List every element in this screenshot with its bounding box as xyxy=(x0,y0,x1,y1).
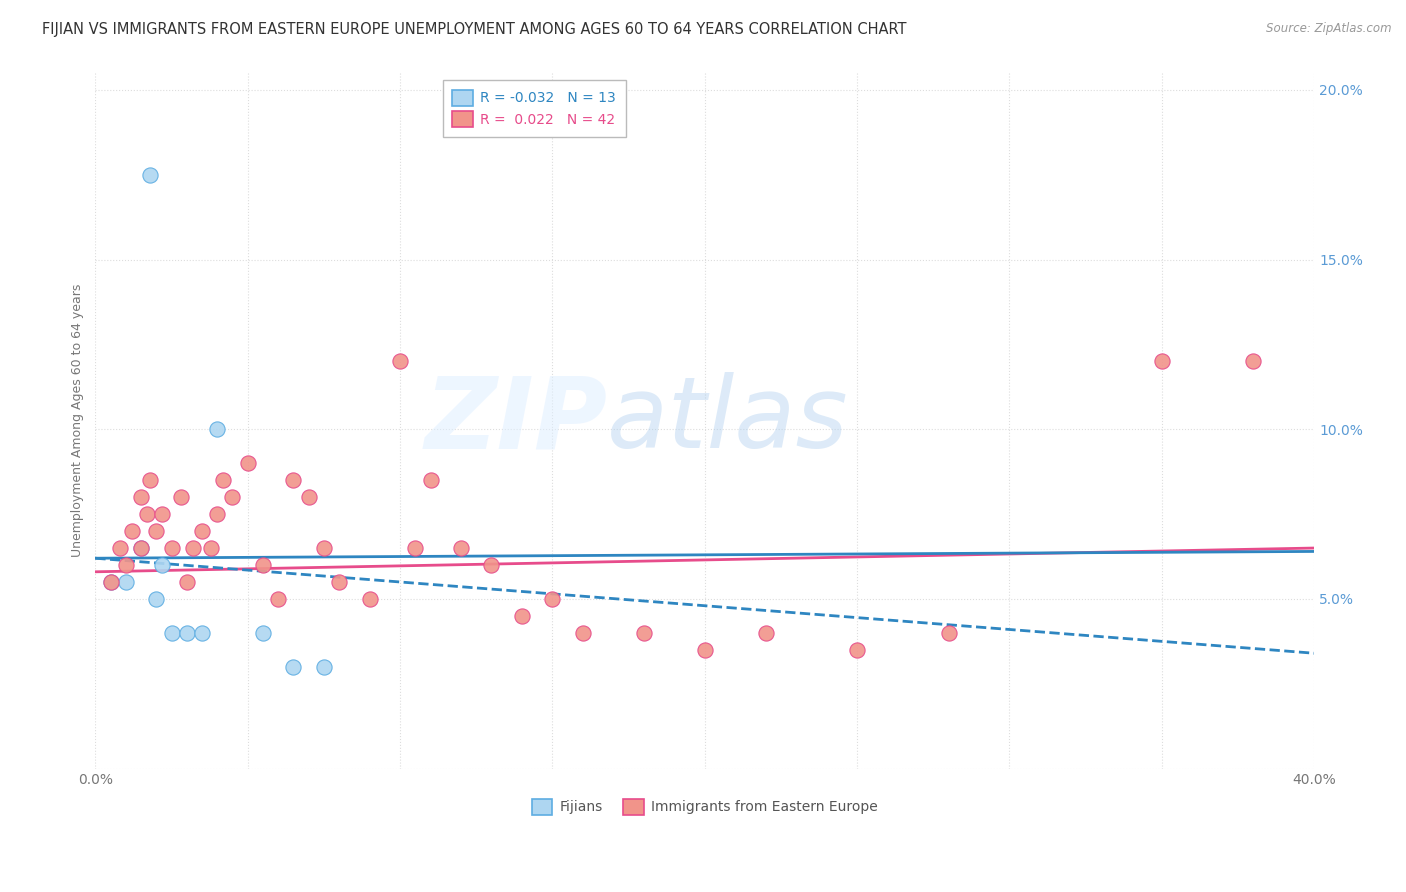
Point xyxy=(129,541,152,555)
Point xyxy=(181,541,204,555)
Point xyxy=(100,574,122,589)
Point xyxy=(938,626,960,640)
Legend: Fijians, Immigrants from Eastern Europe: Fijians, Immigrants from Eastern Europe xyxy=(522,789,887,824)
Point xyxy=(136,507,159,521)
Point xyxy=(176,574,198,589)
Point xyxy=(236,456,259,470)
Point xyxy=(221,490,243,504)
Point xyxy=(139,168,162,182)
Point xyxy=(114,574,136,589)
Point xyxy=(1241,354,1264,368)
Point xyxy=(755,626,778,640)
Point xyxy=(191,626,214,640)
Point xyxy=(129,490,152,504)
Point xyxy=(160,626,183,640)
Point xyxy=(481,558,503,572)
Point xyxy=(207,507,229,521)
Point xyxy=(419,473,441,487)
Y-axis label: Unemployment Among Ages 60 to 64 years: Unemployment Among Ages 60 to 64 years xyxy=(72,285,84,558)
Text: FIJIAN VS IMMIGRANTS FROM EASTERN EUROPE UNEMPLOYMENT AMONG AGES 60 TO 64 YEARS : FIJIAN VS IMMIGRANTS FROM EASTERN EUROPE… xyxy=(42,22,907,37)
Point xyxy=(510,608,533,623)
Point xyxy=(145,524,167,538)
Point xyxy=(100,574,122,589)
Point xyxy=(283,660,305,674)
Point xyxy=(693,643,716,657)
Point xyxy=(389,354,412,368)
Point xyxy=(160,541,183,555)
Point xyxy=(139,473,162,487)
Point xyxy=(145,591,167,606)
Point xyxy=(252,626,274,640)
Point xyxy=(150,558,173,572)
Point xyxy=(450,541,472,555)
Point xyxy=(207,422,229,436)
Point xyxy=(252,558,274,572)
Text: ZIP: ZIP xyxy=(425,372,607,469)
Point xyxy=(121,524,143,538)
Point xyxy=(846,643,869,657)
Text: Source: ZipAtlas.com: Source: ZipAtlas.com xyxy=(1267,22,1392,36)
Point xyxy=(541,591,564,606)
Point xyxy=(633,626,655,640)
Point xyxy=(404,541,426,555)
Point xyxy=(191,524,214,538)
Point xyxy=(129,541,152,555)
Point xyxy=(169,490,191,504)
Point xyxy=(200,541,222,555)
Point xyxy=(1150,354,1173,368)
Point xyxy=(150,507,173,521)
Point xyxy=(359,591,381,606)
Point xyxy=(267,591,290,606)
Point xyxy=(298,490,321,504)
Point xyxy=(114,558,136,572)
Point xyxy=(572,626,595,640)
Point xyxy=(312,541,335,555)
Point xyxy=(212,473,235,487)
Text: atlas: atlas xyxy=(607,372,849,469)
Point xyxy=(328,574,350,589)
Point xyxy=(312,660,335,674)
Point xyxy=(283,473,305,487)
Point xyxy=(108,541,131,555)
Point xyxy=(176,626,198,640)
